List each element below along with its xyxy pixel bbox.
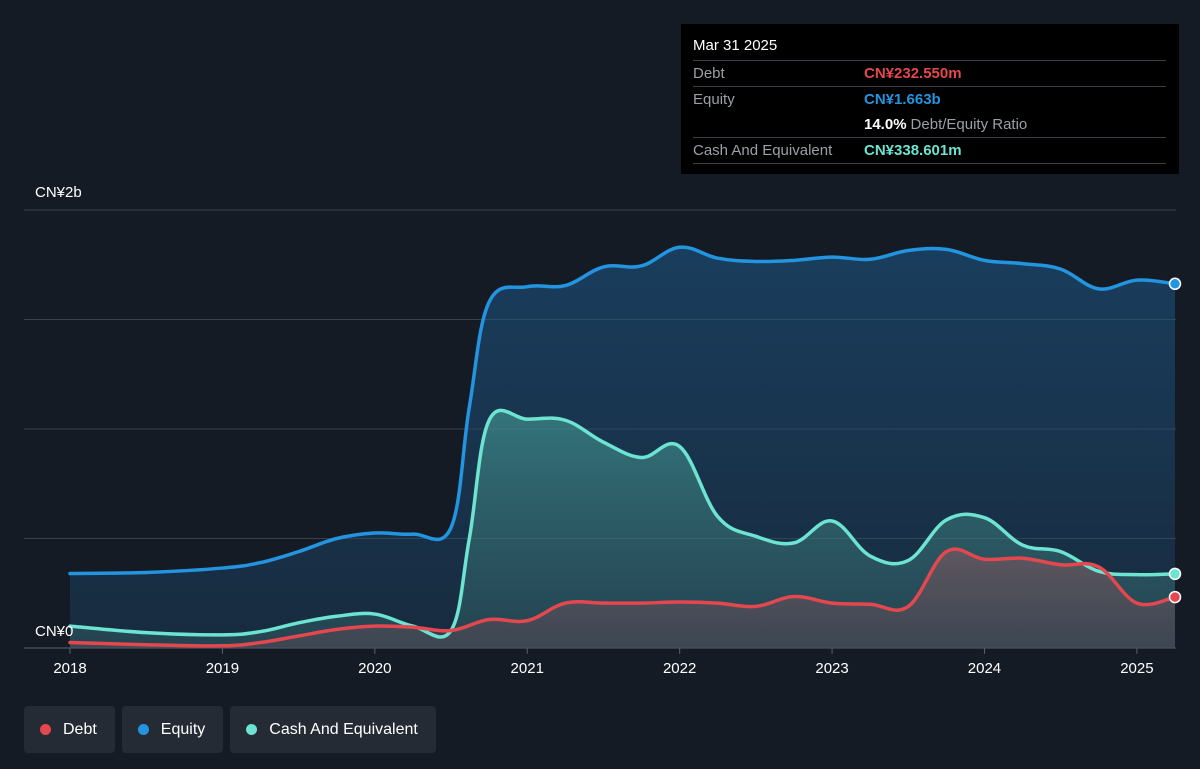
tooltip-debt-value: CN¥232.550m: [864, 65, 962, 82]
x-tick-label-2018: 2018: [53, 660, 86, 677]
tooltip-debt-label: Debt: [693, 65, 725, 82]
legend: Debt Equity Cash And Equivalent: [24, 706, 436, 753]
legend-label-cash: Cash And Equivalent: [269, 720, 418, 738]
series-lines: [68, 245, 1177, 648]
tooltip-row-debt: Debt CN¥232.550m: [693, 60, 1166, 86]
tooltip-panel: Mar 31 2025 Debt CN¥232.550m Equity CN¥1…: [681, 24, 1179, 174]
x-tick-label-2023: 2023: [815, 660, 848, 677]
tooltip-ratio-label: Debt/Equity Ratio: [910, 116, 1028, 133]
tooltip-cash-value: CN¥338.601m: [864, 142, 962, 159]
tooltip-equity-label: Equity: [693, 91, 735, 108]
endpoint-debt: [1168, 590, 1182, 604]
legend-label-equity: Equity: [160, 720, 206, 738]
series-areas: [70, 247, 1175, 648]
x-axis: 2018 2019 2020 2021 2022 2023 2024 2025: [53, 648, 1154, 677]
tooltip-row-equity: Equity CN¥1.663b: [693, 86, 1166, 112]
legend-item-equity[interactable]: Equity: [121, 706, 224, 753]
x-tick-label-2025: 2025: [1120, 660, 1153, 677]
series-endpoints: [1168, 277, 1182, 604]
tooltip-ratio-value: 14.0%: [864, 116, 907, 133]
area-cash-and-equivalent: [70, 410, 1175, 648]
line-equity: [68, 245, 1177, 576]
tooltip-row-ratio: 14.0% Debt/Equity Ratio: [693, 112, 1166, 137]
endpoint-cash-and-equivalent: [1168, 567, 1182, 581]
y-tick-label: CN¥2b: [35, 184, 82, 201]
x-tick-label-2024: 2024: [968, 660, 1001, 677]
y-tick-label: CN¥0: [35, 623, 73, 640]
legend-item-debt[interactable]: Debt: [24, 706, 115, 753]
tooltip-date: Mar 31 2025: [693, 37, 778, 54]
line-debt: [68, 547, 1177, 648]
debt-dot-icon: [40, 724, 51, 735]
equity-dot-icon: [137, 724, 149, 735]
x-tick-label-2021: 2021: [511, 660, 544, 677]
tooltip-cash-label: Cash And Equivalent: [693, 142, 833, 159]
area-debt: [70, 549, 1175, 648]
y-axis: CN¥2b CN¥0: [35, 184, 82, 640]
tooltip-row-cash: Cash And Equivalent CN¥338.601m: [693, 137, 1166, 164]
legend-label-debt: Debt: [63, 720, 97, 738]
x-tick-label-2020: 2020: [358, 660, 391, 677]
cash-dot-icon: [246, 724, 258, 735]
line-cash-and-equivalent: [68, 408, 1177, 639]
x-tick-label-2019: 2019: [206, 660, 239, 677]
legend-item-cash[interactable]: Cash And Equivalent: [230, 706, 436, 753]
x-tick-label-2022: 2022: [663, 660, 696, 677]
tooltip-equity-value: CN¥1.663b: [864, 91, 941, 108]
endpoint-equity: [1168, 277, 1182, 291]
area-equity: [70, 247, 1175, 648]
